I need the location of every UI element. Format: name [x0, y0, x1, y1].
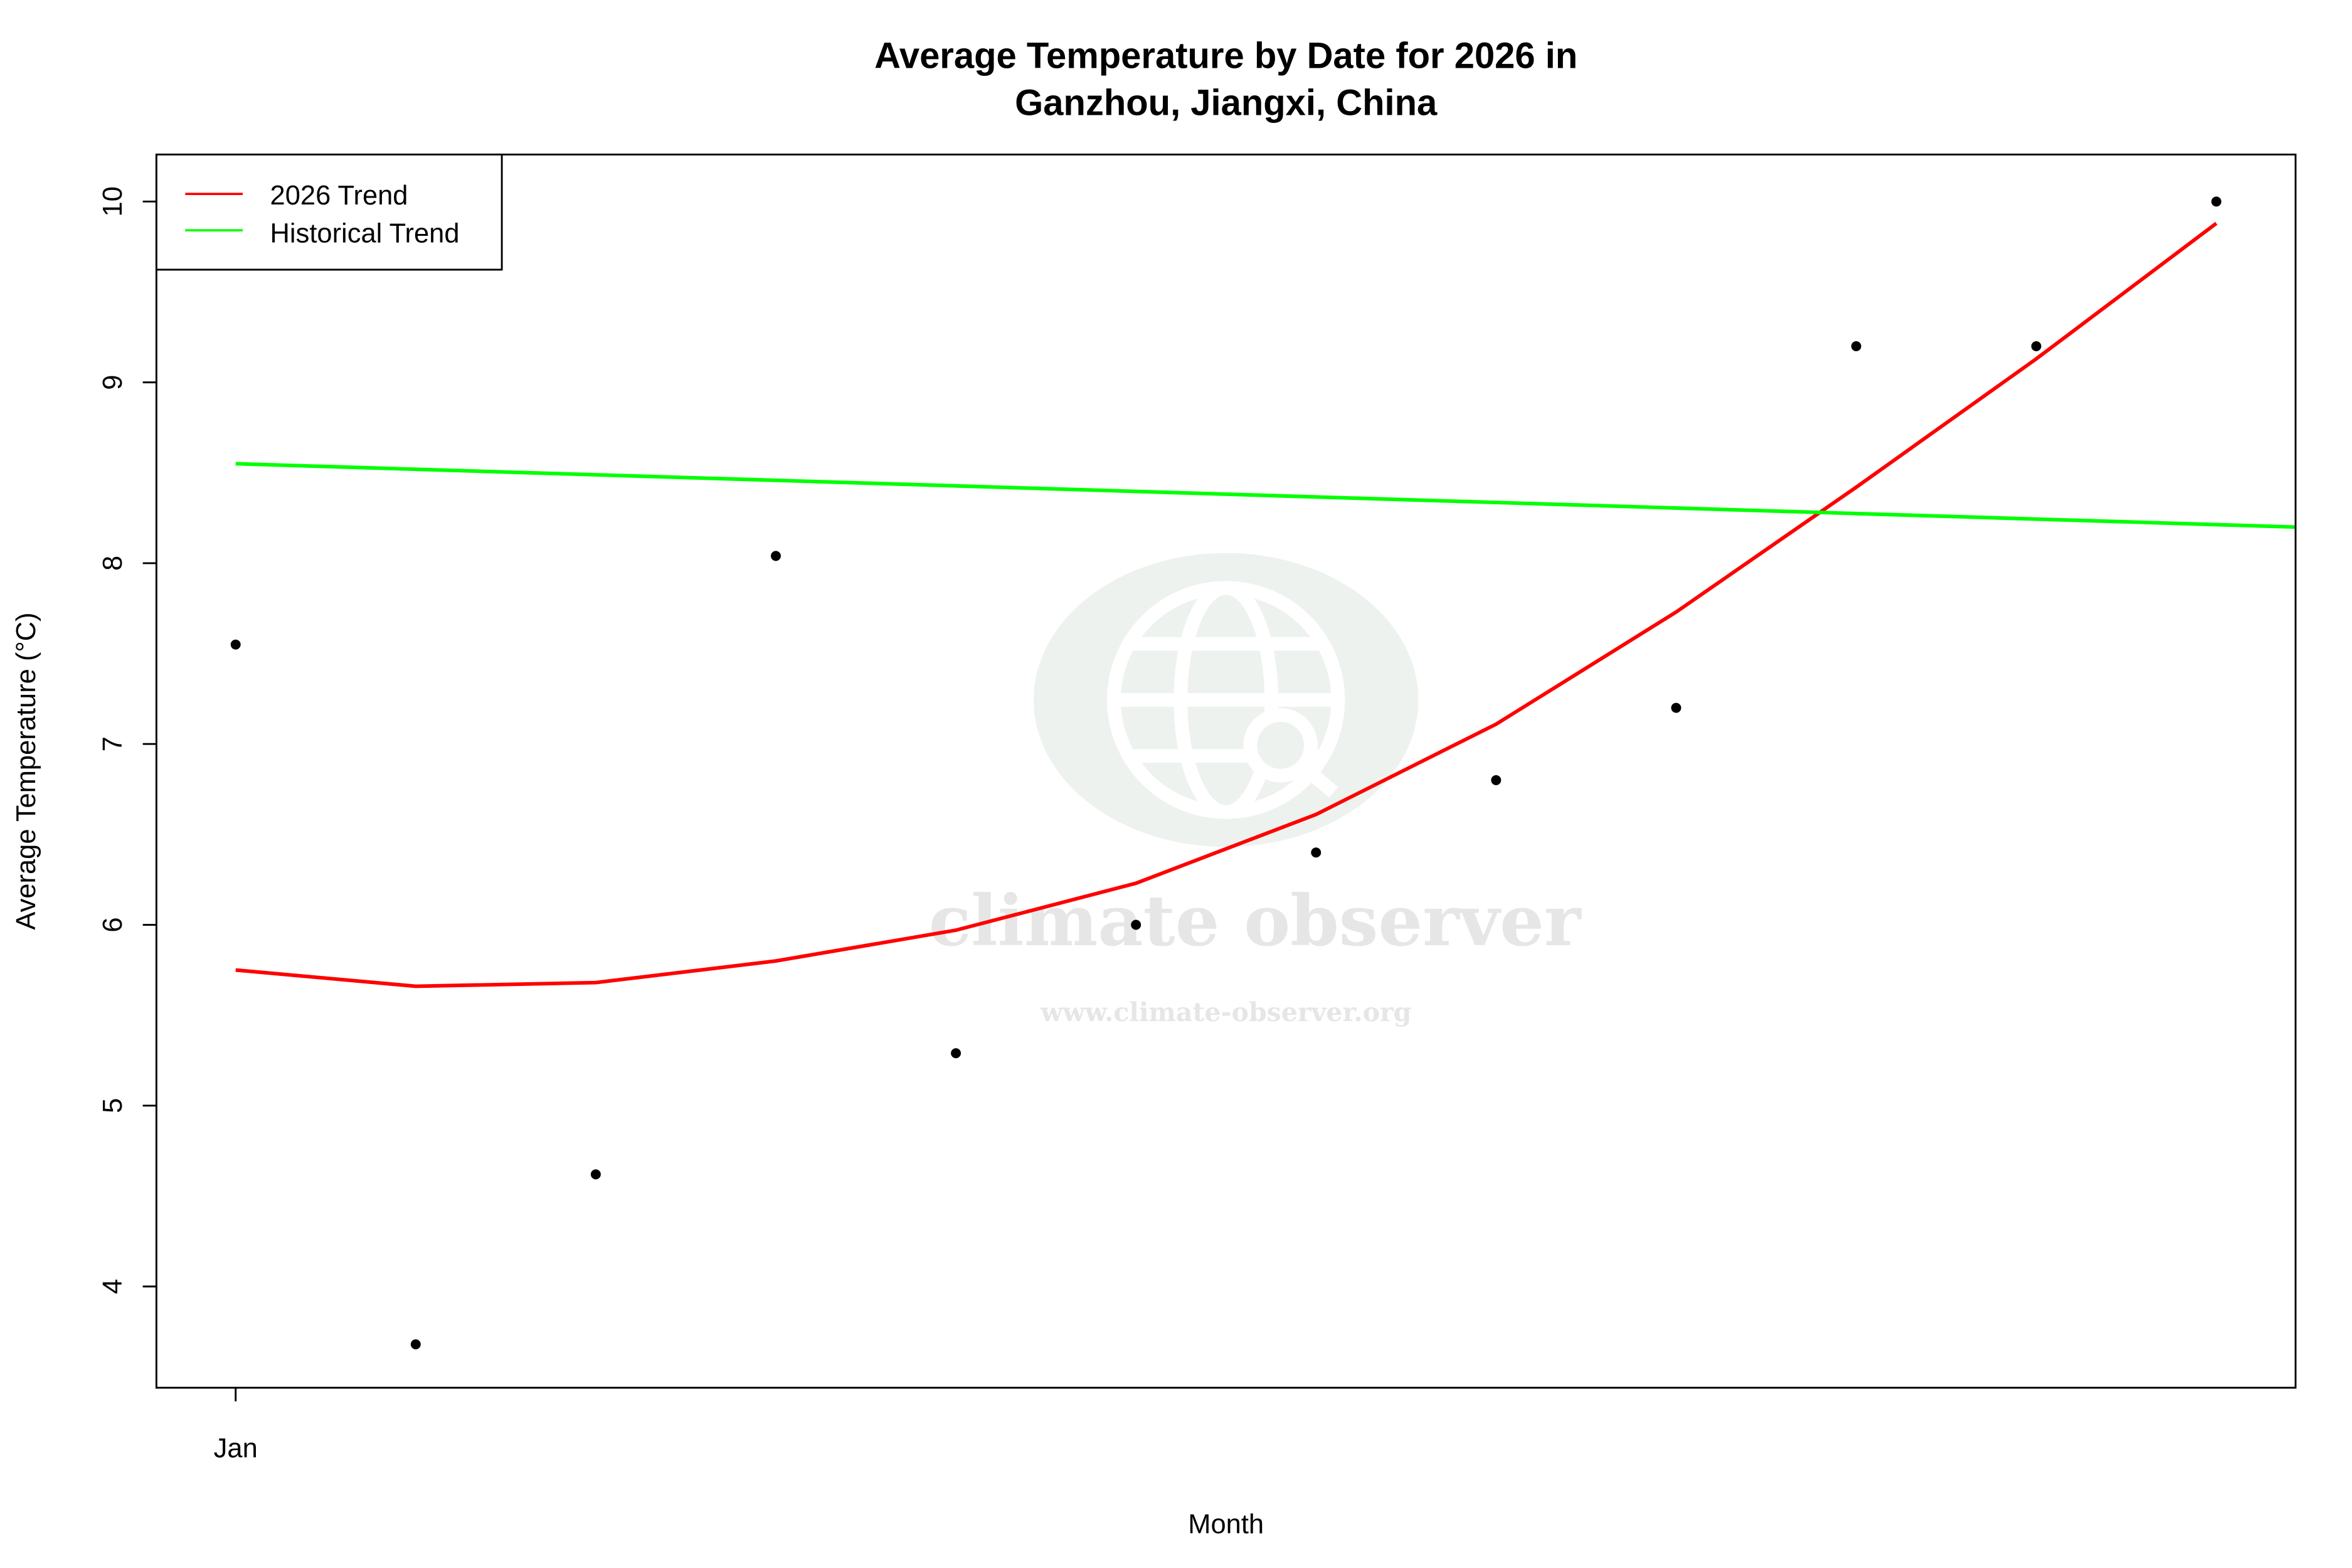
- y-tick-label: 10: [98, 186, 128, 216]
- plot-area: [230, 196, 2296, 1350]
- y-axis-label: Average Temperature (°C): [11, 612, 41, 930]
- y-tick-label: 9: [98, 375, 128, 390]
- chart-title: Average Temperature by Date for 2026 in: [874, 36, 1577, 77]
- y-tick-label: 7: [98, 736, 128, 751]
- data-point: [2211, 196, 2222, 207]
- data-point: [590, 1169, 601, 1180]
- y-tick-label: 5: [98, 1098, 128, 1113]
- plot-frame: [155, 153, 2297, 1389]
- legend-label-historical-trend: Historical Trend: [270, 218, 460, 248]
- watermark-name: climate observer: [929, 881, 1582, 962]
- data-point: [771, 551, 781, 561]
- y-tick-label: 8: [98, 556, 128, 571]
- data-point: [1131, 919, 1142, 930]
- chart-subtitle: Ganzhou, Jiangxi, China: [1015, 83, 1438, 124]
- x-tick-label: Jan: [214, 1434, 258, 1464]
- legend: 2026 Trend Historical Trend: [155, 153, 503, 271]
- globe-search-icon: [1107, 581, 1345, 819]
- watermark: climate observer www.climate-observer.or…: [929, 553, 1582, 1027]
- data-point: [1311, 847, 1322, 858]
- watermark-url: www.climate-observer.org: [1040, 997, 1411, 1027]
- y-tick-label: 4: [98, 1279, 128, 1294]
- legend-label-2026-trend: 2026 Trend: [270, 181, 408, 211]
- series-line-2026-trend: [235, 221, 2218, 988]
- data-point: [1671, 702, 1682, 713]
- series-line-historical-trend: [235, 462, 2296, 529]
- data-point: [230, 639, 241, 650]
- data-point: [1491, 775, 1502, 785]
- x-axis-label: Month: [1188, 1509, 1264, 1539]
- data-point: [951, 1048, 961, 1059]
- data-point: [1851, 341, 1862, 351]
- data-point: [2031, 341, 2042, 351]
- legend-box: [155, 153, 503, 271]
- data-point: [410, 1339, 421, 1350]
- y-tick-label: 6: [98, 917, 128, 932]
